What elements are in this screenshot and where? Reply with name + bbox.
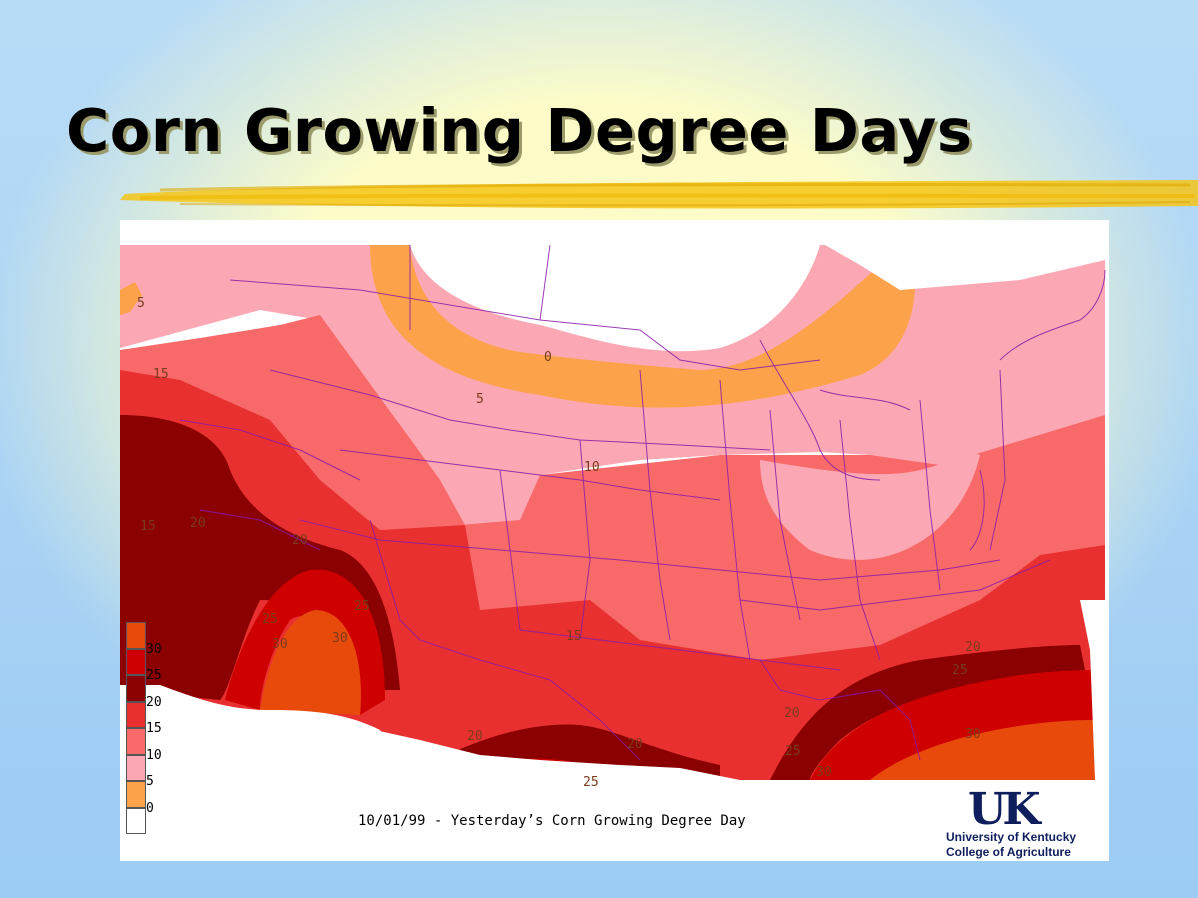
contour-label: 25	[262, 612, 278, 627]
legend-label: 30	[146, 641, 162, 657]
legend-swatch	[126, 675, 146, 702]
contour-label: 20	[292, 533, 308, 548]
zone-30-se	[870, 720, 1100, 780]
contour-label: 5	[137, 296, 145, 311]
zone-30-west	[260, 610, 361, 715]
legend-swatch	[126, 754, 146, 781]
zone-25-se	[810, 670, 1095, 780]
contour-label: 20	[190, 516, 206, 531]
contour-label: 20	[784, 706, 800, 721]
zone-0-west	[120, 282, 142, 315]
contour-labels: 5 15 0 5 10 15 20 20 25 25 30 30 15 20 2…	[137, 296, 981, 790]
zone-5-east	[760, 453, 980, 560]
contour-label: 30	[332, 631, 348, 646]
legend-item: 15	[126, 701, 176, 736]
caption-area	[120, 780, 1109, 861]
logo-college-name: College of Agriculture	[946, 845, 1071, 859]
contour-label: 20	[965, 640, 981, 655]
zone-0	[370, 245, 915, 408]
legend-item: 20	[126, 675, 176, 710]
legend-item: 0	[126, 781, 176, 816]
legend-label: 0	[146, 800, 154, 816]
legend-label: 25	[146, 668, 162, 683]
zone-none-east	[1080, 600, 1109, 780]
color-legend: 30 25 20 15 10 5 0	[126, 622, 176, 834]
legend-swatch	[126, 648, 146, 675]
contour-label: 30	[965, 727, 981, 742]
contour-label: 25	[952, 663, 968, 678]
contour-label: 30	[816, 765, 832, 780]
zone-10-west	[120, 315, 465, 530]
logo-university-name: University of Kentucky	[946, 830, 1077, 844]
slide-title: Corn Growing Degree Days	[66, 96, 973, 165]
contour-label: 25	[354, 599, 370, 614]
legend-swatch	[126, 622, 146, 649]
contour-label: 20	[467, 729, 483, 744]
contour-label: 5	[476, 392, 484, 407]
legend-item: 5	[126, 754, 176, 789]
contour-label: 25	[583, 775, 599, 790]
contour-label: 25	[785, 744, 801, 759]
legend-item: 10	[126, 728, 176, 763]
contour-label: 15	[566, 629, 582, 644]
zone-25-west	[225, 569, 385, 715]
legend-swatch	[126, 781, 146, 808]
contour-label: 20	[627, 737, 643, 752]
legend-swatch	[126, 728, 146, 755]
legend-label: 10	[146, 747, 162, 763]
political-boundaries	[179, 244, 1106, 761]
contour-label: 15	[153, 367, 169, 382]
legend-label: 15	[146, 721, 162, 736]
degree-day-map: 5 15 0 5 10 15 20 20 25 25 30 30 15 20 2…	[120, 220, 1109, 861]
legend-label: 20	[146, 694, 162, 710]
contour-label: 30	[272, 637, 288, 652]
uk-logo: UK University of Kentucky College of Agr…	[946, 784, 1106, 860]
legend-item: 30	[126, 622, 176, 657]
legend-item: 25	[126, 648, 176, 683]
map-caption: 10/01/99 - Yesterday’s Corn Growing Degr…	[358, 813, 746, 829]
legend-swatch	[126, 701, 146, 728]
zone-none-ne	[825, 245, 1105, 290]
contour-map: 5 15 0 5 10 15 20 20 25 25 30 30 15 20 2…	[120, 244, 1109, 861]
zone-none-north	[410, 245, 820, 352]
legend-swatch	[126, 807, 146, 834]
legend-item	[126, 807, 176, 834]
brush-stroke-divider	[120, 180, 1198, 209]
contour-label: 10	[584, 460, 600, 475]
contour-label: 0	[544, 350, 552, 365]
legend-label: 5	[146, 774, 154, 789]
contour-label: 15	[140, 519, 156, 534]
uk-logo-mark: UK	[968, 784, 1041, 835]
